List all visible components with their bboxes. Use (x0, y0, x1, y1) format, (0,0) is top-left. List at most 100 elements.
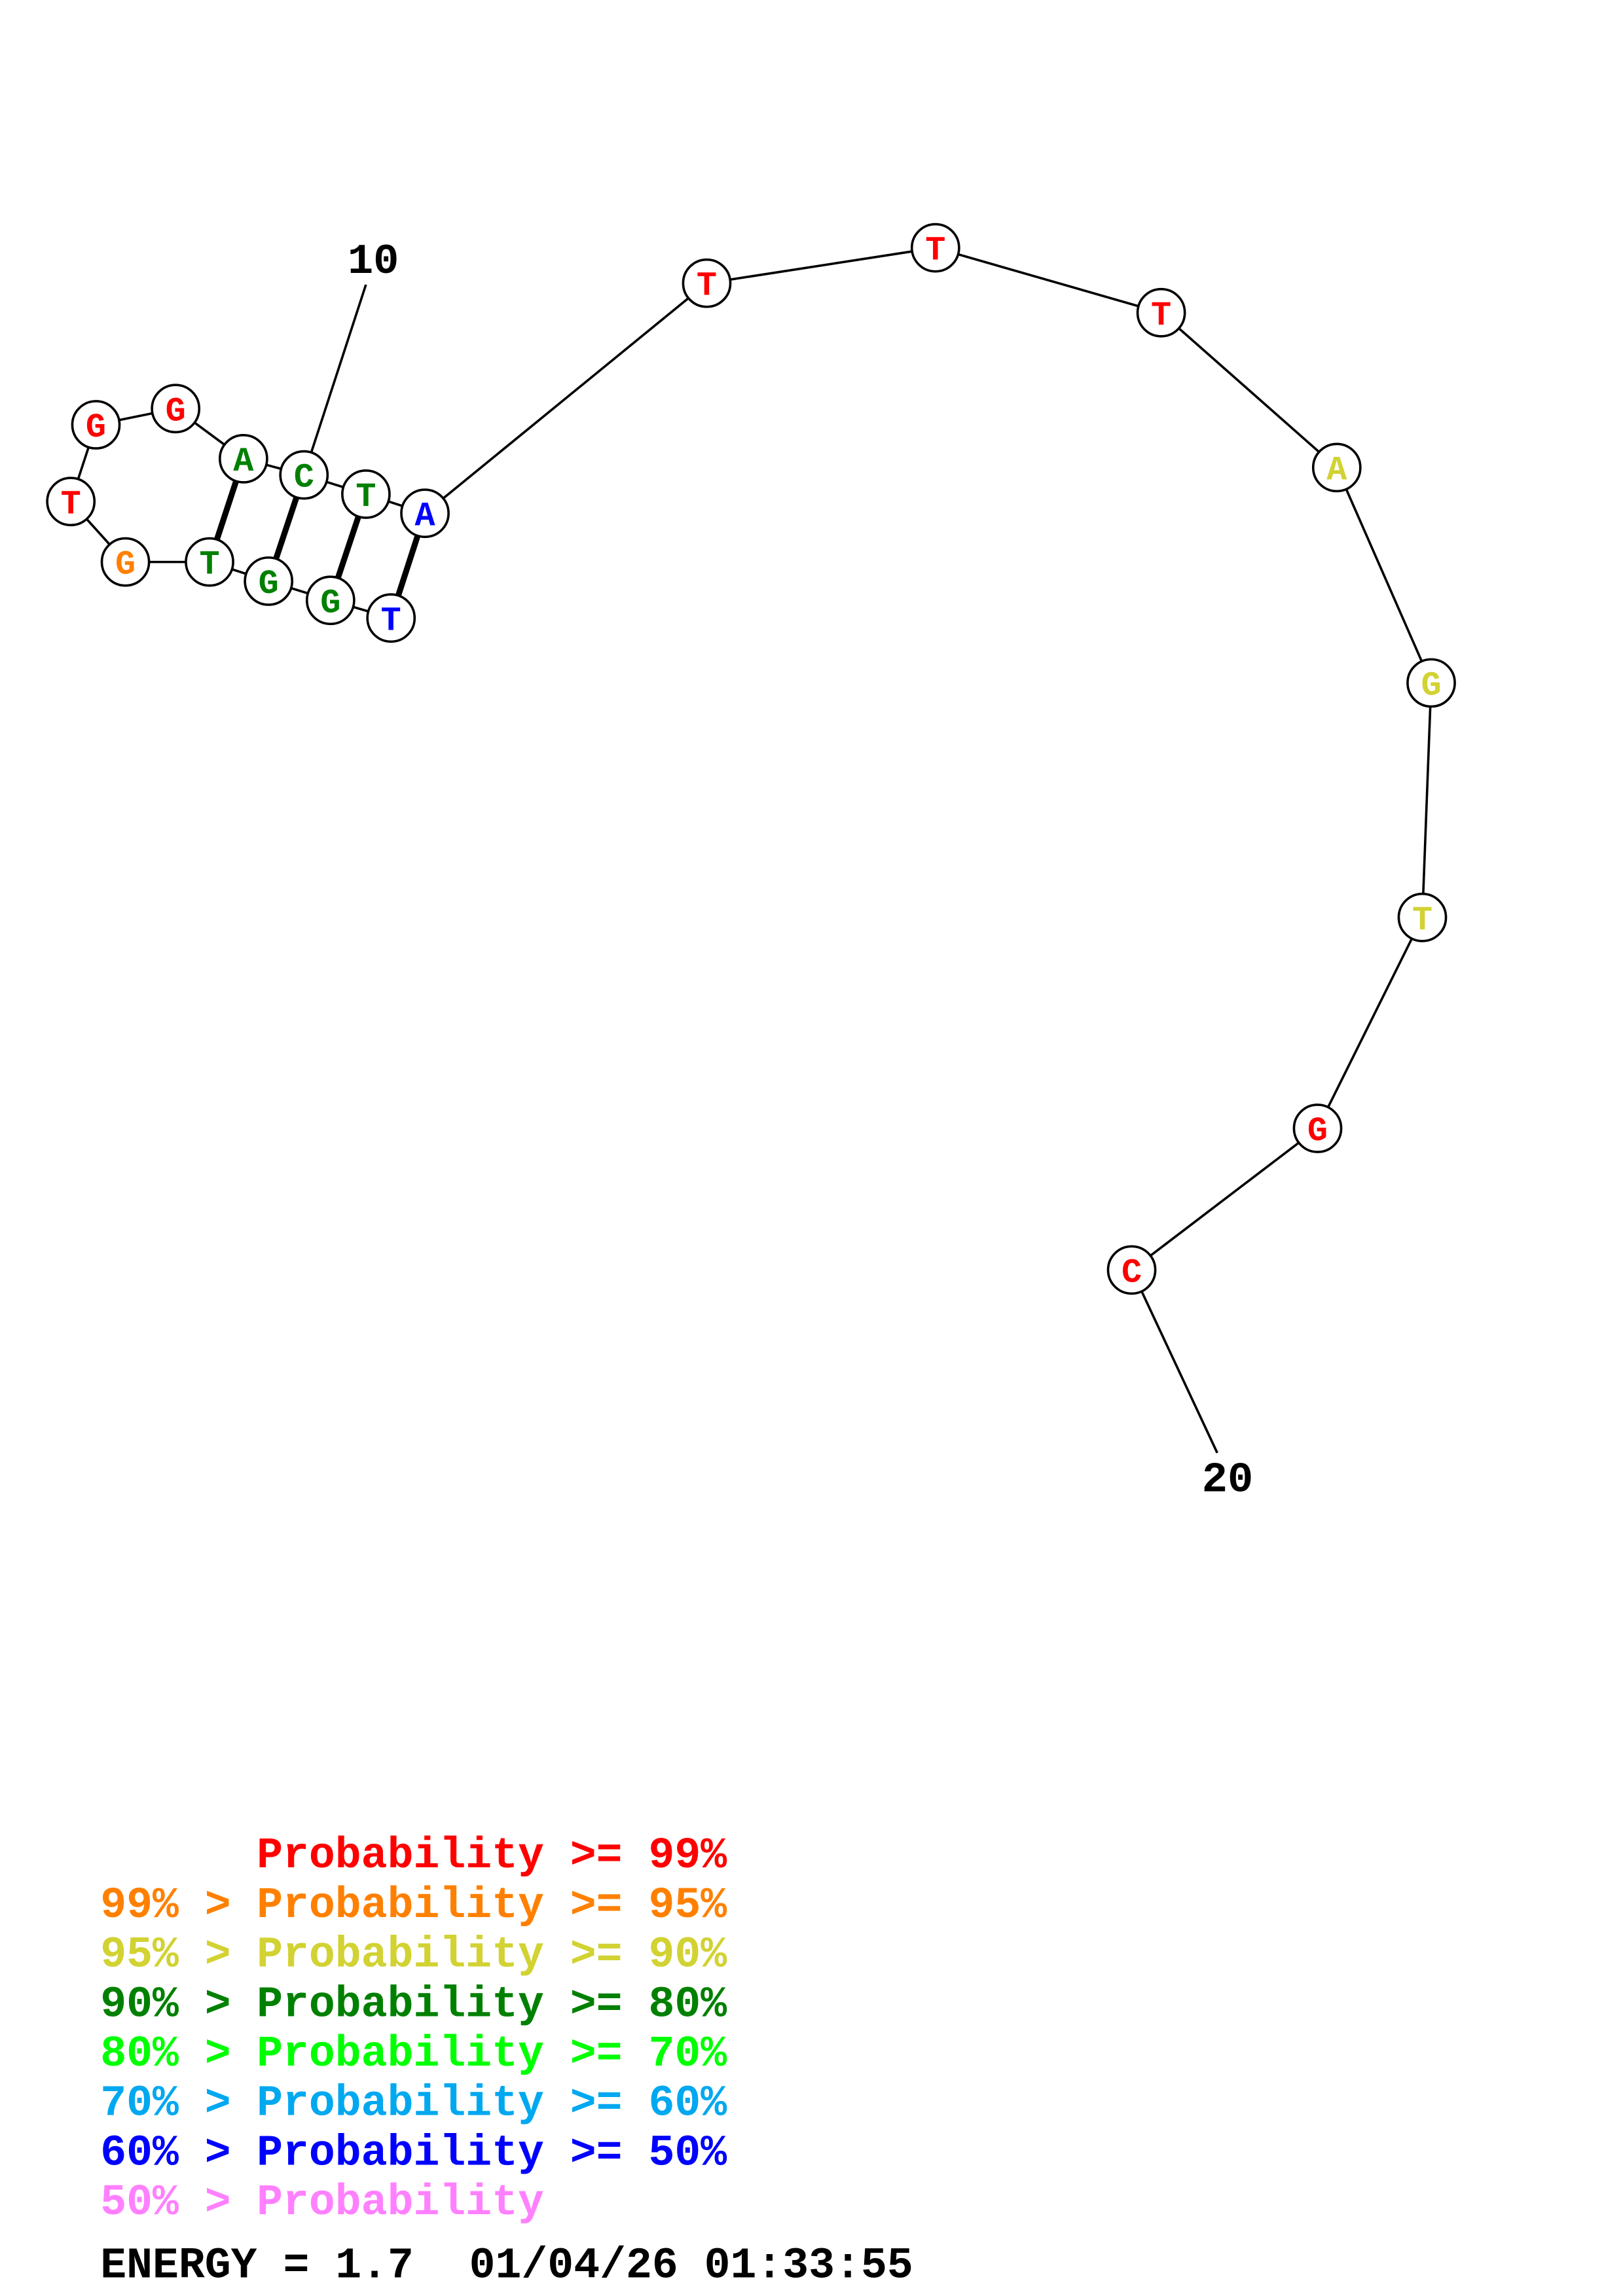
legend-row: 80% > Probability >= 70% (100, 2030, 727, 2079)
nucleotide-12: A (400, 488, 450, 539)
nucleotide-3: G (244, 556, 294, 606)
nucleotide-5: G (100, 537, 151, 587)
legend-prefix: 80% > (100, 2030, 257, 2079)
legend-prefix: 95% > (100, 1931, 257, 1980)
nucleotide-base: G (86, 408, 106, 447)
nucleotide-base: T (61, 485, 81, 524)
nucleotide-2: G (305, 575, 356, 626)
backbone-segment (935, 246, 1162, 314)
legend-row: 50% > Probability (100, 2178, 544, 2227)
nucleotide-base: G (115, 546, 136, 584)
nucleotide-circle (71, 400, 121, 450)
nucleotide-circle (279, 450, 329, 500)
backbone-segment (1160, 312, 1338, 469)
legend-row: 60% > Probability >= 50% (100, 2128, 727, 2178)
legend-prefix: 60% > (100, 2128, 257, 2178)
nucleotide-base: T (925, 232, 945, 270)
nucleotide-14: T (910, 223, 960, 273)
position-label: 10 (348, 238, 399, 286)
legend-text: Probability >= 50% (257, 2128, 727, 2178)
legend-text: Probability >= 70% (257, 2030, 727, 2079)
nucleotide-16: A (1311, 442, 1362, 493)
backbone-lines (69, 246, 1432, 1271)
nucleotide-11: T (341, 469, 391, 519)
backbone-segment (706, 246, 936, 285)
nucleotide-circle (910, 223, 960, 273)
nucleotide-4: T (185, 537, 234, 587)
nucleotide-base: G (1307, 1112, 1328, 1151)
position-label-tick (1130, 1269, 1218, 1454)
nucleotide-circle (185, 537, 234, 587)
nucleotide-circle (341, 469, 391, 519)
nucleotide-circle (1397, 892, 1448, 942)
nucleotide-6: T (46, 476, 96, 527)
legend-text: Probability >= 60% (257, 2079, 727, 2128)
nucleotide-base: T (1412, 901, 1432, 940)
nucleotide-13: T (682, 258, 732, 308)
nucleotide-circle (100, 537, 151, 587)
nucleotide-20: C (1106, 1245, 1157, 1295)
legend-text: Probability >= 99% (257, 1831, 727, 1880)
nucleotide-base: G (1421, 666, 1441, 705)
position-label: 20 (1202, 1456, 1253, 1504)
nucleotide-circle (366, 593, 416, 643)
legend-prefix: 70% > (100, 2079, 257, 2128)
footer: ENERGY = 1.7 01/04/26 01:33:55 (100, 2242, 913, 2291)
nucleotide-1: T (366, 593, 416, 643)
nucleotide-base: G (259, 565, 279, 603)
nucleotide-base: T (697, 267, 717, 306)
nucleotide-base: G (320, 584, 340, 622)
legend-text: Probability >= 90% (257, 1931, 727, 1980)
backbone-segment (424, 282, 708, 514)
nucleotide-base: A (233, 442, 254, 481)
nucleotide-circle (1292, 1103, 1343, 1153)
nucleotide-base: C (294, 459, 314, 497)
position-labels: 10 20 (302, 238, 1253, 1504)
backbone-segment (1316, 916, 1424, 1129)
legend-prefix: 90% > (100, 1980, 257, 2029)
nucleotide-circle (244, 556, 294, 606)
nucleotide-base: G (166, 392, 186, 431)
nucleotide-base: C (1122, 1253, 1142, 1292)
nucleotide-base: T (356, 478, 376, 516)
nucleotide-circle (218, 434, 268, 484)
legend-row: 95% > Probability >= 90% (100, 1931, 727, 1980)
nucleotide-base: T (381, 601, 401, 640)
legend-row: 99% > Probability >= 95% (100, 1881, 727, 1930)
backbone-segment (1336, 467, 1432, 684)
nucleotide-circle (305, 575, 356, 626)
legend-row: 90% > Probability >= 80% (100, 1980, 727, 2029)
legend-prefix: 50% > (100, 2178, 257, 2227)
nucleotide-circle (151, 384, 201, 434)
nucleotide-10: C (279, 450, 329, 500)
nucleotide-circle (46, 476, 96, 527)
legend-row: Probability >= 99% (257, 1831, 727, 1880)
nucleotide-7: G (71, 400, 121, 450)
nucleotide-circle (400, 488, 450, 539)
nucleotide-circle (1136, 287, 1186, 338)
energy-label: ENERGY = 1.7 (100, 2242, 414, 2291)
nucleotide-19: G (1292, 1103, 1343, 1153)
nucleotide-circle (1106, 1245, 1157, 1295)
legend-prefix: 99% > (100, 1881, 257, 1930)
probability-legend: Probability >= 99%99% > Probability >= 9… (100, 1831, 727, 2227)
legend-text: Probability >= 95% (257, 1881, 727, 1930)
nucleotide-circle (1311, 442, 1362, 493)
nucleotide-9: A (218, 434, 268, 484)
nucleotide-circle (682, 258, 732, 308)
position-label-tick (302, 284, 367, 476)
legend-text: Probability >= 80% (257, 1980, 727, 2029)
nucleotide-8: G (151, 384, 201, 434)
nucleotide-18: T (1397, 892, 1448, 942)
nucleotide-17: G (1406, 658, 1456, 708)
nucleotide-base: T (1151, 296, 1171, 335)
legend-row: 70% > Probability >= 60% (100, 2079, 727, 2128)
nucleotide-base: A (1326, 451, 1347, 490)
legend-text: Probability (257, 2178, 544, 2227)
timestamp: 01/04/26 01:33:55 (469, 2242, 913, 2291)
nucleotide-base: T (199, 546, 219, 584)
backbone-segment (1131, 1127, 1319, 1271)
nucleotide-base: A (414, 497, 435, 535)
